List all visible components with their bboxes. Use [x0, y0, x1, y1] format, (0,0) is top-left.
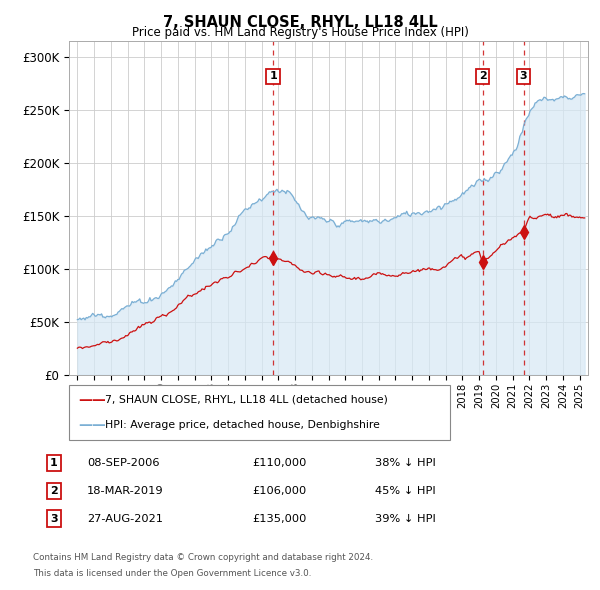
Text: 1: 1 — [269, 71, 277, 81]
Text: 7, SHAUN CLOSE, RHYL, LL18 4LL (detached house): 7, SHAUN CLOSE, RHYL, LL18 4LL (detached… — [105, 395, 388, 405]
Text: 3: 3 — [520, 71, 527, 81]
Text: 7, SHAUN CLOSE, RHYL, LL18 4LL: 7, SHAUN CLOSE, RHYL, LL18 4LL — [163, 15, 437, 30]
Text: 1: 1 — [50, 458, 58, 468]
Text: 27-AUG-2021: 27-AUG-2021 — [87, 514, 163, 523]
Text: ——: —— — [78, 393, 106, 407]
Text: 18-MAR-2019: 18-MAR-2019 — [87, 486, 164, 496]
Text: HPI: Average price, detached house, Denbighshire: HPI: Average price, detached house, Denb… — [105, 420, 380, 430]
Text: Contains HM Land Registry data © Crown copyright and database right 2024.: Contains HM Land Registry data © Crown c… — [33, 553, 373, 562]
Text: 08-SEP-2006: 08-SEP-2006 — [87, 458, 160, 468]
Text: £110,000: £110,000 — [252, 458, 307, 468]
Text: £135,000: £135,000 — [252, 514, 307, 523]
Text: 39% ↓ HPI: 39% ↓ HPI — [375, 514, 436, 523]
Text: 38% ↓ HPI: 38% ↓ HPI — [375, 458, 436, 468]
Text: Price paid vs. HM Land Registry's House Price Index (HPI): Price paid vs. HM Land Registry's House … — [131, 26, 469, 39]
Text: ——: —— — [78, 418, 106, 432]
Text: £106,000: £106,000 — [252, 486, 306, 496]
Text: 2: 2 — [50, 486, 58, 496]
Text: This data is licensed under the Open Government Licence v3.0.: This data is licensed under the Open Gov… — [33, 569, 311, 578]
Text: 3: 3 — [50, 514, 58, 523]
Text: 2: 2 — [479, 71, 487, 81]
Text: 45% ↓ HPI: 45% ↓ HPI — [375, 486, 436, 496]
